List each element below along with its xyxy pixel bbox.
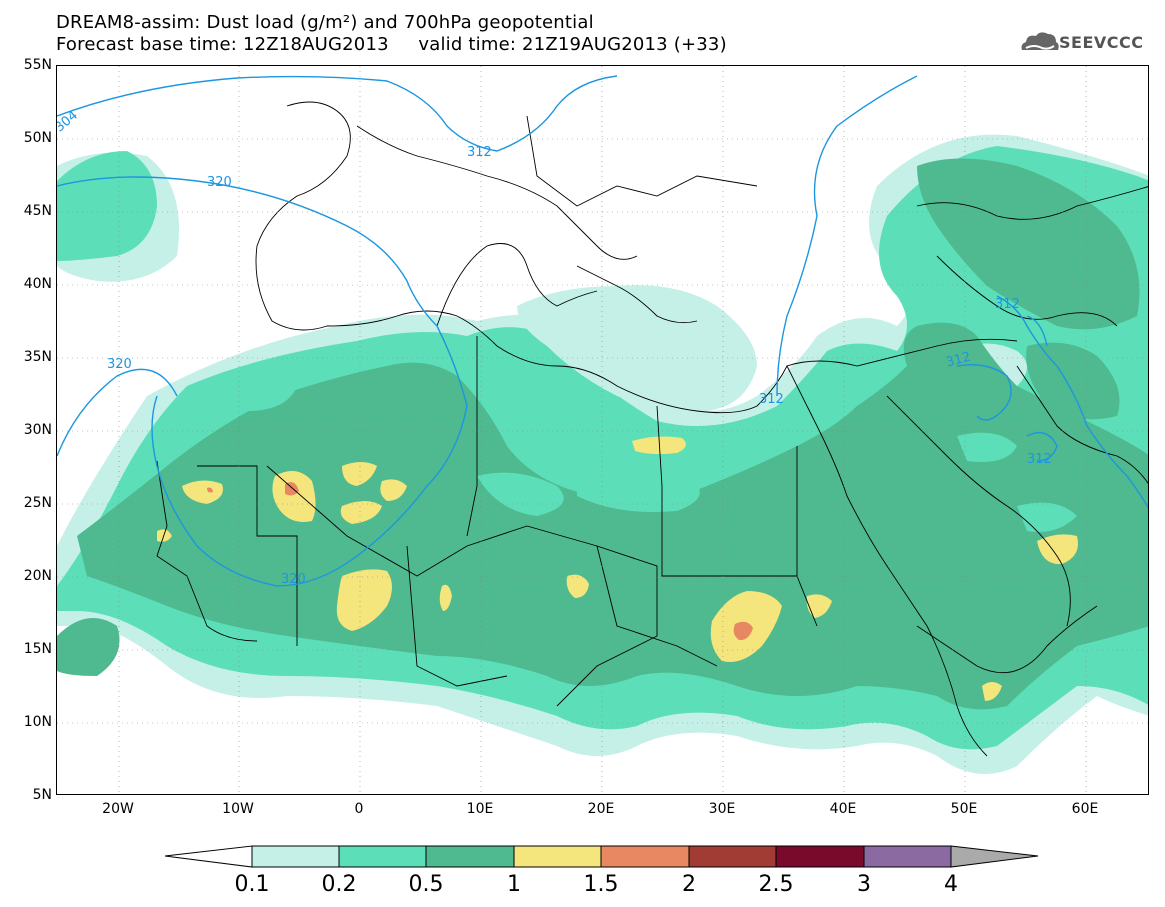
lat-label: 50N bbox=[23, 130, 52, 146]
contour-label: 312 bbox=[995, 297, 1020, 312]
colorbar-label: 3 bbox=[857, 872, 871, 897]
lat-label: 40N bbox=[23, 276, 52, 292]
graticule bbox=[57, 66, 1148, 794]
colorbar-swatch bbox=[425, 845, 515, 868]
dust-load-map: 304 320 312 320 312 312 312 312 320 bbox=[56, 65, 1149, 795]
lat-label: 35N bbox=[23, 349, 52, 365]
colorbar-label: 2 bbox=[682, 872, 696, 897]
colorbar-label: 1 bbox=[507, 872, 521, 897]
dust-band-1.5 bbox=[207, 482, 753, 641]
contour-label: 312 bbox=[944, 350, 972, 371]
borders bbox=[156, 101, 1148, 757]
colorbar-label: 4 bbox=[944, 872, 958, 897]
contour-label: 320 bbox=[281, 572, 306, 587]
contour-label: 312 bbox=[467, 145, 492, 160]
colorbar-label: 1.5 bbox=[583, 872, 619, 897]
lon-label: 30E bbox=[708, 801, 736, 817]
contour-labels: 304 320 312 320 312 312 312 312 320 bbox=[57, 108, 1052, 587]
colorbar-swatch bbox=[863, 845, 952, 868]
contour-label: 304 bbox=[57, 108, 81, 135]
contour-label: 320 bbox=[107, 357, 132, 372]
chart-title-line1: DREAM8-assim: Dust load (g/m²) and 700hP… bbox=[56, 12, 594, 33]
colorbar-swatch bbox=[513, 845, 602, 868]
colorbar-arrow-left bbox=[164, 845, 253, 868]
lon-label: 10W bbox=[222, 801, 254, 817]
colorbar-swatch bbox=[338, 845, 427, 868]
colorbar-swatch bbox=[600, 845, 690, 868]
colorbar-swatch bbox=[251, 845, 340, 868]
lon-label: 0 bbox=[354, 801, 364, 817]
lat-label: 10N bbox=[23, 714, 52, 730]
lat-label: 5N bbox=[32, 787, 52, 803]
colorbar-label: 2.5 bbox=[758, 872, 794, 897]
colorbar-label: 0.5 bbox=[408, 872, 444, 897]
lat-label: 55N bbox=[23, 57, 52, 73]
lat-label: 15N bbox=[23, 641, 52, 657]
lon-label: 40E bbox=[829, 801, 857, 817]
logo-text: SEEVCCC bbox=[1059, 33, 1144, 52]
lon-label: 60E bbox=[1071, 801, 1099, 817]
map-canvas: 304 320 312 320 312 312 312 312 320 bbox=[57, 66, 1148, 794]
lat-label: 20N bbox=[23, 568, 52, 584]
contour-label: 312 bbox=[759, 392, 784, 407]
chart-title-line2: Forecast base time: 12Z18AUG2013 valid t… bbox=[56, 34, 727, 55]
geopotential-contours bbox=[57, 75, 1148, 587]
contour-label: 320 bbox=[207, 175, 232, 190]
seevccc-logo-icon bbox=[1021, 32, 1059, 50]
lat-label: 45N bbox=[23, 203, 52, 219]
colorbar-legend bbox=[164, 845, 1039, 868]
contour-label: 312 bbox=[1027, 452, 1052, 467]
lat-label: 25N bbox=[23, 495, 52, 511]
colorbar-label: 0.1 bbox=[234, 872, 270, 897]
colorbar-segments bbox=[164, 845, 1039, 868]
colorbar-label: 0.2 bbox=[321, 872, 357, 897]
colorbar-arrow-right bbox=[950, 845, 1039, 868]
lon-label: 50E bbox=[950, 801, 978, 817]
lat-label: 30N bbox=[23, 422, 52, 438]
dust-holes-0.2 bbox=[227, 378, 1077, 532]
colorbar-swatch bbox=[775, 845, 865, 868]
lon-label: 20W bbox=[102, 801, 134, 817]
colorbar-swatch bbox=[688, 845, 777, 868]
lon-label: 20E bbox=[587, 801, 615, 817]
lon-label: 10E bbox=[466, 801, 494, 817]
